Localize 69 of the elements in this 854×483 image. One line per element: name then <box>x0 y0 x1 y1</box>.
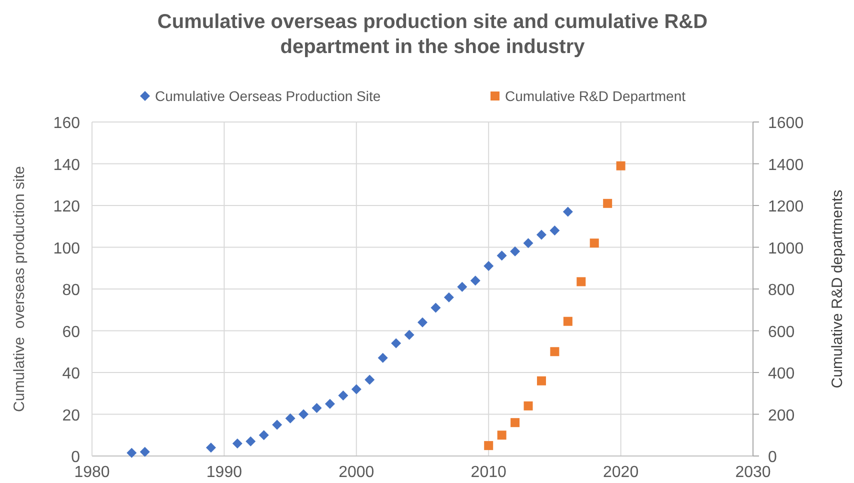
y-tick-label: 140 <box>53 156 80 174</box>
y-tick-label: 0 <box>71 449 80 466</box>
point <box>272 420 282 430</box>
legend-label: Cumulative Oerseas Production Site <box>155 88 381 104</box>
point <box>430 302 441 313</box>
point <box>603 198 612 208</box>
point <box>497 430 506 440</box>
point <box>418 317 428 328</box>
point <box>324 398 335 409</box>
y-tick-label: 120 <box>53 198 80 216</box>
point <box>510 418 520 428</box>
point <box>616 161 626 170</box>
point <box>562 206 573 217</box>
point <box>470 276 480 286</box>
chart-title: Cumulative overseas production site and cumulative R&D department in the shoe industry <box>157 11 708 58</box>
y-tick-label: 160 <box>53 115 80 132</box>
y2-tick-label: 1000 <box>768 240 804 258</box>
point <box>576 277 586 286</box>
point <box>298 409 309 420</box>
y2-axis-title: Cumulative R&D departments <box>829 190 846 388</box>
y-tick-label: 80 <box>62 282 80 299</box>
point <box>444 292 454 302</box>
point <box>496 250 507 261</box>
point <box>378 352 388 363</box>
y-tick-label: 40 <box>62 366 80 382</box>
point <box>484 441 494 450</box>
legend-label: Cumulative R&D Department <box>505 88 686 104</box>
y2-tick-label: 800 <box>768 282 795 299</box>
point <box>140 446 150 457</box>
point <box>206 442 216 453</box>
y2-tick-label: 600 <box>768 324 795 341</box>
x-tick-label: 2010 <box>470 464 506 481</box>
point <box>484 261 494 272</box>
x-tick-label: 2030 <box>735 464 771 481</box>
x-tick-label: 1980 <box>74 464 110 481</box>
y-tick-label: 60 <box>62 324 80 341</box>
y2-tick-label: 200 <box>768 407 795 424</box>
y2-tick-label: 1600 <box>768 115 804 132</box>
x-tick-label: 2020 <box>603 464 639 481</box>
point <box>246 436 256 446</box>
y2-tick-label: 400 <box>768 366 795 382</box>
point <box>351 384 362 394</box>
point <box>232 438 242 448</box>
y2-tick-label: 1400 <box>768 156 804 174</box>
point <box>391 338 402 348</box>
point <box>285 413 296 424</box>
point <box>536 376 546 386</box>
point <box>523 238 534 248</box>
point <box>536 230 546 240</box>
point <box>550 226 560 236</box>
point <box>457 282 468 292</box>
y-axis-title: Cumulative overseas production site <box>11 166 28 412</box>
y-tick-label: 100 <box>53 240 80 258</box>
point <box>524 401 533 410</box>
x-tick-label: 2000 <box>338 464 374 481</box>
y-tick-label: 20 <box>62 407 80 424</box>
point <box>364 374 375 385</box>
point <box>404 330 414 340</box>
x-tick-label: 1990 <box>206 464 242 481</box>
y2-tick-label: 1200 <box>768 198 804 216</box>
point <box>126 448 137 458</box>
point <box>590 238 599 248</box>
y2-tick-label: 0 <box>768 449 777 466</box>
point <box>550 347 560 356</box>
point <box>258 430 269 440</box>
point <box>510 246 520 256</box>
point <box>338 390 348 400</box>
point <box>563 316 572 326</box>
point <box>312 402 322 413</box>
